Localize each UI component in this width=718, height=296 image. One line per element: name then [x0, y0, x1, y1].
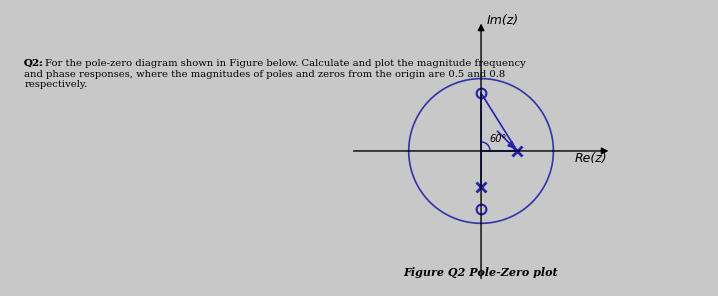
- Text: Q2: For the pole-zero diagram shown in Figure below. Calculate and plot the magn: Q2: For the pole-zero diagram shown in F…: [24, 59, 526, 89]
- Text: Q2:: Q2:: [24, 59, 45, 68]
- Text: 60°: 60°: [490, 134, 507, 144]
- Text: Re(z): Re(z): [575, 152, 607, 165]
- Text: Im(z): Im(z): [487, 14, 519, 27]
- Text: Figure Q2 Pole-Zero plot: Figure Q2 Pole-Zero plot: [404, 267, 559, 278]
